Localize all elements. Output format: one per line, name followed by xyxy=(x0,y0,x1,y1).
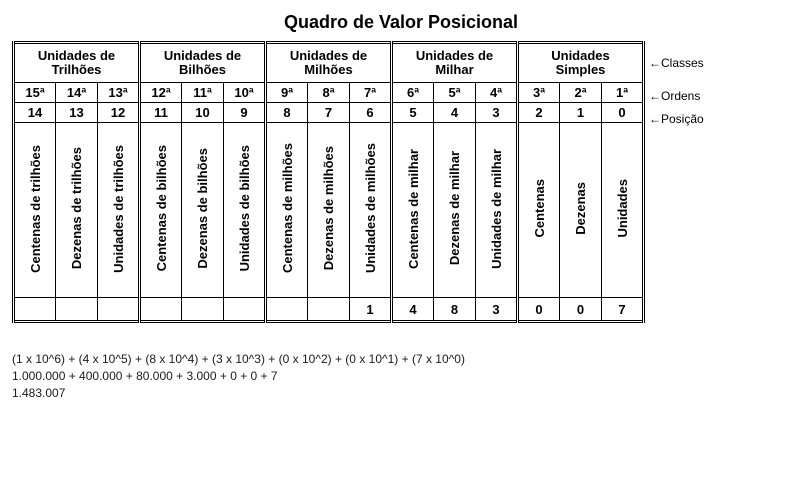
place-name-label: Unidades de milhar xyxy=(489,145,504,273)
order-cell: 15ª xyxy=(14,83,56,103)
digit-cell: 1 xyxy=(350,298,392,322)
place-name-label: Dezenas de trilhões xyxy=(69,143,84,273)
row-annotations: ←Classes ←Ordens ←Posição xyxy=(649,41,719,323)
order-cell: 3ª xyxy=(518,83,560,103)
order-cell: 10ª xyxy=(224,83,266,103)
formula-line1: (1 x 10^6) + (4 x 10^5) + (8 x 10^4) + (… xyxy=(12,351,790,368)
order-cell: 4ª xyxy=(476,83,518,103)
place-name-label: Dezenas xyxy=(573,178,588,239)
place-name-label: Dezenas de bilhões xyxy=(195,144,210,273)
position-cell: 12 xyxy=(98,103,140,123)
digit-cell xyxy=(56,298,98,322)
digit-cell: 0 xyxy=(518,298,560,322)
annot-posicao: ←Posição xyxy=(649,107,719,130)
digit-cell xyxy=(140,298,182,322)
place-name-label: Unidades de bilhões xyxy=(237,141,252,275)
digit-cell xyxy=(266,298,308,322)
order-cell: 11ª xyxy=(182,83,224,103)
place-value-table: Unidades deTrilhõesUnidades deBilhõesUni… xyxy=(12,41,645,323)
place-name-cell: Centenas de trilhões xyxy=(14,123,56,298)
place-name-label: Unidades de milhões xyxy=(363,139,378,277)
place-name-cell: Dezenas de milhões xyxy=(308,123,350,298)
order-cell: 14ª xyxy=(56,83,98,103)
place-name-label: Unidades xyxy=(615,175,630,242)
page-title: Quadro de Valor Posicional xyxy=(12,12,790,33)
order-cell: 2ª xyxy=(560,83,602,103)
annot-ordens: ←Ordens xyxy=(649,84,719,107)
place-name-label: Dezenas de milhões xyxy=(321,142,336,274)
place-name-cell: Dezenas de bilhões xyxy=(182,123,224,298)
position-cell: 6 xyxy=(350,103,392,123)
digit-cell xyxy=(224,298,266,322)
place-name-label: Centenas de milhões xyxy=(280,139,295,277)
place-name-cell: Unidades de bilhões xyxy=(224,123,266,298)
place-name-cell: Unidades de trilhões xyxy=(98,123,140,298)
place-name-label: Unidades de trilhões xyxy=(111,141,126,277)
order-cell: 6ª xyxy=(392,83,434,103)
class-header: Unidades deMilhões xyxy=(266,43,392,83)
table-wrap: Unidades deTrilhõesUnidades deBilhõesUni… xyxy=(12,41,790,323)
position-cell: 9 xyxy=(224,103,266,123)
class-header: Unidades deTrilhões xyxy=(14,43,140,83)
place-name-label: Centenas de milhar xyxy=(406,145,421,273)
digit-cell xyxy=(14,298,56,322)
position-cell: 3 xyxy=(476,103,518,123)
place-name-label: Dezenas de milhar xyxy=(447,147,462,269)
class-header: Unidades deMilhar xyxy=(392,43,518,83)
annot-classes: ←Classes xyxy=(649,41,719,84)
position-cell: 10 xyxy=(182,103,224,123)
position-cell: 2 xyxy=(518,103,560,123)
position-cell: 7 xyxy=(308,103,350,123)
order-cell: 8ª xyxy=(308,83,350,103)
position-cell: 13 xyxy=(56,103,98,123)
place-name-label: Centenas xyxy=(532,175,547,242)
place-name-cell: Centenas xyxy=(518,123,560,298)
place-name-cell: Centenas de milhar xyxy=(392,123,434,298)
digit-cell xyxy=(308,298,350,322)
position-cell: 11 xyxy=(140,103,182,123)
order-cell: 13ª xyxy=(98,83,140,103)
class-header: UnidadesSimples xyxy=(518,43,644,83)
digit-cell: 3 xyxy=(476,298,518,322)
order-cell: 1ª xyxy=(602,83,644,103)
order-cell: 5ª xyxy=(434,83,476,103)
position-cell: 0 xyxy=(602,103,644,123)
place-name-cell: Unidades xyxy=(602,123,644,298)
formula-line3: 1.483.007 xyxy=(12,385,790,402)
expansion-formula: (1 x 10^6) + (4 x 10^5) + (8 x 10^4) + (… xyxy=(12,351,790,401)
formula-line2: 1.000.000 + 400.000 + 80.000 + 3.000 + 0… xyxy=(12,368,790,385)
order-cell: 9ª xyxy=(266,83,308,103)
place-name-cell: Centenas de bilhões xyxy=(140,123,182,298)
digit-cell xyxy=(98,298,140,322)
position-cell: 1 xyxy=(560,103,602,123)
place-name-label: Centenas de trilhões xyxy=(28,141,43,277)
position-cell: 5 xyxy=(392,103,434,123)
order-cell: 12ª xyxy=(140,83,182,103)
class-header: Unidades deBilhões xyxy=(140,43,266,83)
digit-cell: 8 xyxy=(434,298,476,322)
position-cell: 4 xyxy=(434,103,476,123)
digit-cell: 0 xyxy=(560,298,602,322)
digit-cell: 7 xyxy=(602,298,644,322)
place-name-cell: Unidades de milhar xyxy=(476,123,518,298)
place-name-cell: Centenas de milhões xyxy=(266,123,308,298)
place-name-cell: Dezenas de milhar xyxy=(434,123,476,298)
position-cell: 8 xyxy=(266,103,308,123)
place-name-label: Centenas de bilhões xyxy=(154,141,169,275)
order-cell: 7ª xyxy=(350,83,392,103)
place-name-cell: Dezenas de trilhões xyxy=(56,123,98,298)
digit-cell: 4 xyxy=(392,298,434,322)
place-name-cell: Unidades de milhões xyxy=(350,123,392,298)
place-name-cell: Dezenas xyxy=(560,123,602,298)
position-cell: 14 xyxy=(14,103,56,123)
digit-cell xyxy=(182,298,224,322)
